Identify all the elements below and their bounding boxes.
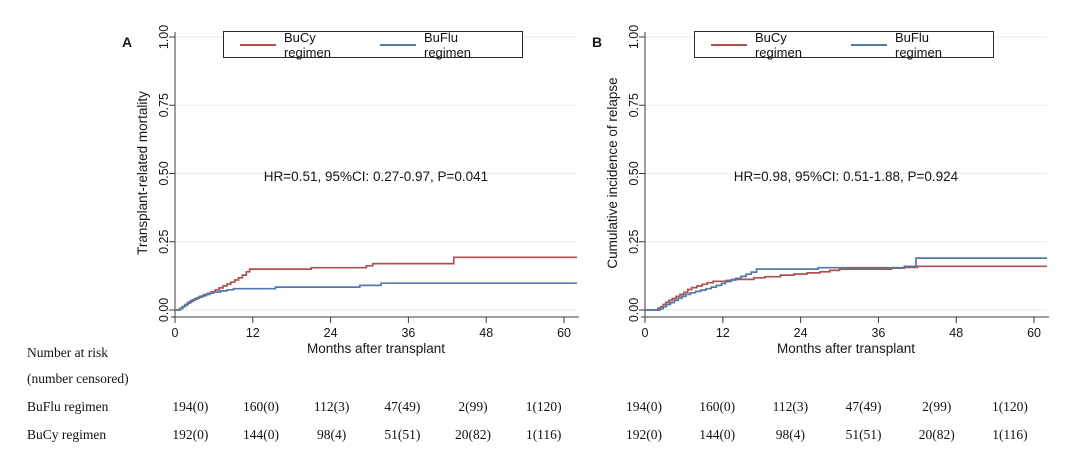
series-curve-buflu: [175, 282, 577, 311]
legend-item-buflu: BuFlu regimen: [380, 30, 500, 60]
risk-count: 112(3): [313, 399, 350, 414]
legend-label-buflu: BuFlu regimen: [423, 29, 471, 60]
annotation-a: HR=0.51, 95%CI: 0.27-0.97, P=0.041: [264, 169, 488, 184]
x-tick-label: 0: [172, 326, 179, 340]
risk-row-bucy-panel-b: 192(0) 144(0) 98(4) 51(51) 20(82) 1(116): [608, 427, 1046, 443]
y-tick-label: 1.00: [157, 25, 171, 49]
risk-count: 98(4): [317, 427, 347, 442]
risk-count: 1(116): [992, 427, 1028, 442]
risk-count: 51(51): [384, 427, 421, 442]
legend-label-buflu: BuFlu regimen: [894, 29, 942, 60]
legend-b: BuCy regimen BuFlu regimen: [694, 30, 994, 60]
annotation-b: HR=0.98, 95%CI: 0.51-1.88, P=0.924: [734, 169, 959, 184]
y-tick-label: 0.50: [157, 161, 171, 185]
legend-item-buflu: BuFlu regimen: [851, 30, 971, 60]
y-tick-label: 0.00: [157, 298, 171, 322]
chart-a: 0 12 24 36 48 60 0.00 0.25 0.50 0.75 1.00 A Transp…: [122, 25, 579, 356]
series-curve-buflu: [645, 257, 1047, 311]
risk-count: 160(0): [699, 399, 736, 414]
x-tick-label: 0: [642, 326, 649, 340]
y-tick-label: 0.75: [627, 93, 641, 117]
x-tick-label: 12: [246, 326, 260, 340]
risk-count: 51(51): [845, 427, 882, 442]
risk-count: 192(0): [626, 427, 662, 442]
chart-b: 0 12 24 36 48 60 0.00 0.25 0.50 0.75 1.00 B Cumula…: [592, 25, 1049, 356]
risk-count: 144(0): [699, 427, 736, 442]
risk-count: 20(82): [455, 427, 492, 442]
risk-count: 144(0): [243, 427, 279, 442]
panel-letter-a: A: [122, 34, 132, 50]
risk-table-title-line2: (number censored): [27, 371, 129, 386]
x-tick-label: 36: [871, 326, 885, 340]
risk-count: 1(116): [525, 427, 562, 442]
buflu-line-swatch: [380, 43, 416, 46]
x-tick-label: 60: [1027, 326, 1041, 340]
y-tick-label: 0.00: [627, 298, 641, 322]
risk-count: 2(99): [458, 399, 488, 414]
legend-label-bucy: BuCy regimen: [283, 29, 331, 60]
panel-a: 0 12 24 36 48 60 0.00 0.25 0.50 0.75 1.00 A Transp…: [95, 10, 595, 360]
y-tick-label: 0.25: [157, 230, 171, 254]
risk-count: 194(0): [626, 399, 662, 414]
panel-b: 0 12 24 36 48 60 0.00 0.25 0.50 0.75 1.00 B Cumula…: [565, 10, 1065, 360]
y-axis-title-a: Transplant-related mortality: [135, 91, 150, 255]
risk-count: 194(0): [172, 399, 209, 414]
x-tick-label: 48: [479, 326, 493, 340]
y-tick-label: 0.25: [627, 230, 641, 254]
x-tick-label: 24: [324, 326, 338, 340]
bucy-line-swatch: [711, 43, 747, 46]
risk-count: 192(0): [172, 427, 209, 442]
risk-count: 112(3): [772, 399, 809, 414]
panel-letter-b: B: [592, 34, 602, 50]
legend-a: BuCy regimen BuFlu regimen: [223, 30, 523, 60]
legend-item-bucy: BuCy regimen: [711, 30, 829, 60]
y-tick-label: 0.75: [157, 93, 171, 117]
risk-row-bucy-panel-a: 192(0) 144(0) 98(4) 51(51) 20(82) 1(116): [155, 427, 579, 443]
risk-count: 1(120): [525, 399, 562, 414]
risk-count: 2(99): [922, 399, 952, 414]
x-tick-label: 36: [401, 326, 415, 340]
risk-count: 20(82): [918, 427, 955, 442]
y-axis-title-b: Cumulative incidence of relapse: [605, 77, 620, 268]
y-tick-label: 1.00: [627, 25, 641, 49]
legend-label-bucy: BuCy regimen: [754, 29, 802, 60]
risk-count: 1(120): [991, 399, 1028, 414]
x-axis-title-b: Months after transplant: [777, 341, 915, 356]
risk-count: 47(49): [845, 399, 882, 414]
bucy-line-swatch: [240, 43, 276, 46]
risk-row-label-buflu: BuFlu regimen: [27, 399, 109, 414]
risk-count: 47(49): [384, 399, 421, 414]
x-axis-title-a: Months after transplant: [307, 341, 445, 356]
risk-row-buflu-panel-b: 194(0) 160(0) 112(3) 47(49) 2(99) 1(120): [608, 399, 1046, 415]
series-curve-bucy: [645, 265, 1047, 311]
risk-count: 160(0): [243, 399, 279, 414]
risk-row-buflu-panel-a: 194(0) 160(0) 112(3) 47(49) 2(99) 1(120): [155, 399, 579, 415]
buflu-line-swatch: [851, 43, 887, 46]
x-tick-label: 24: [794, 326, 808, 340]
risk-table-title-line1: Number at risk: [27, 345, 108, 360]
risk-row-label-bucy: BuCy regimen: [27, 427, 107, 442]
y-tick-label: 0.50: [627, 161, 641, 185]
x-tick-label: 60: [557, 326, 571, 340]
risk-count: 98(4): [775, 427, 805, 442]
legend-item-bucy: BuCy regimen: [240, 30, 358, 60]
x-tick-label: 12: [716, 326, 730, 340]
x-tick-label: 48: [949, 326, 963, 340]
